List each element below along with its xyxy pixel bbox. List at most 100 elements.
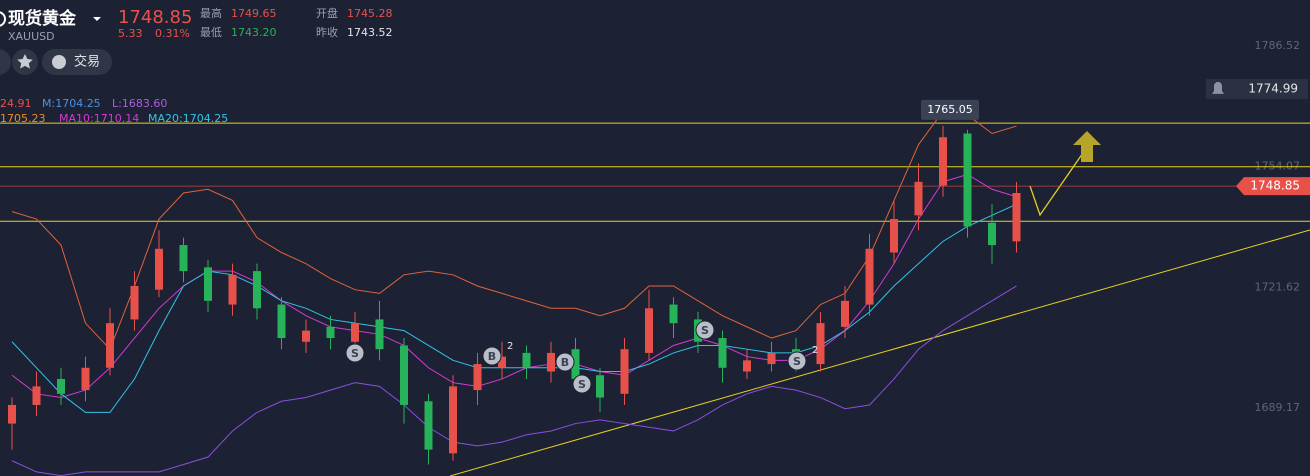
candle-body — [547, 352, 555, 372]
change: 5.33 — [118, 27, 143, 40]
header: 现货黄金 XAUUSD 1748.85 5.33 0.31% 交易 — [0, 7, 192, 75]
indicator-label: 24.91 — [0, 97, 32, 110]
stat-value: 1749.65 — [231, 7, 277, 20]
candle-body — [106, 323, 114, 368]
instrument-name[interactable]: 现货黄金 — [8, 8, 77, 29]
projection-line — [1029, 149, 1086, 217]
trade-marker[interactable] — [572, 374, 592, 394]
dropdown-icon[interactable] — [93, 17, 101, 21]
trade-marker-label: B — [488, 350, 496, 363]
candle-body — [302, 330, 310, 342]
candle-body — [424, 401, 433, 450]
candle-body — [253, 271, 261, 309]
candle-body — [1012, 193, 1021, 242]
candle-body — [277, 304, 286, 339]
candle-body — [669, 304, 678, 324]
stat-label: 昨收 — [316, 25, 338, 39]
high-annotation: 1765.05 — [927, 103, 973, 116]
trade-marker[interactable] — [345, 343, 365, 363]
trade-marker-label: B — [561, 356, 569, 369]
candle-body — [914, 181, 923, 216]
stat-value: 1745.28 — [347, 7, 393, 20]
trade-marker[interactable] — [695, 320, 715, 340]
candle-body — [449, 386, 457, 454]
indicator-line — [11, 203, 1017, 413]
indicator-line — [11, 285, 1017, 476]
candle-body — [375, 319, 384, 350]
candle-body — [155, 248, 163, 290]
candle-body — [841, 300, 849, 327]
indicator-label: 1705.23 — [0, 112, 46, 125]
candle-body — [865, 248, 874, 305]
trade-icon — [52, 55, 66, 69]
candle-body — [522, 352, 531, 368]
trade-marker-label: S — [793, 355, 801, 368]
candle-body — [767, 352, 776, 365]
stat-value: 1743.52 — [347, 26, 393, 39]
candle-body — [890, 219, 898, 253]
trade-label[interactable]: 交易 — [74, 54, 100, 70]
candle-body — [81, 367, 90, 391]
symbol-icon — [0, 11, 6, 27]
button[interactable] — [0, 49, 11, 75]
y-tick-label: 1689.17 — [1255, 401, 1301, 414]
alert-icon — [1212, 81, 1224, 94]
trade-marker[interactable] — [482, 346, 502, 366]
candle-body — [939, 137, 947, 186]
trade-marker-label: S — [351, 347, 359, 360]
last-price-label: 1748.85 — [1250, 179, 1300, 193]
last-price-tag — [1236, 177, 1310, 196]
candle-body — [351, 323, 359, 342]
candle-body — [57, 378, 65, 394]
stat-label: 开盘 — [316, 6, 338, 20]
trade-marker[interactable] — [787, 351, 807, 371]
candle-body — [32, 386, 41, 405]
last-price: 1748.85 — [118, 7, 192, 28]
candle-body — [718, 338, 727, 368]
indicator-label: MA10:1710.14 — [59, 112, 139, 125]
trade-marker-label: S — [578, 378, 586, 391]
plot: 1786.521754.071721.621689.171748.851774.… — [0, 39, 1310, 476]
alert-box — [1206, 78, 1308, 99]
candle-body — [179, 245, 188, 272]
stat-label: 最低 — [200, 26, 222, 39]
trade-marker[interactable] — [555, 352, 575, 372]
high-annotation-box — [921, 99, 979, 120]
indicator-label: MA20:1704.25 — [148, 112, 228, 125]
indicator-label: M:1704.25 — [42, 97, 101, 110]
candle-body — [204, 267, 212, 301]
indicator-line — [11, 110, 1017, 351]
candle-body — [228, 274, 237, 305]
trade-marker-count: 2 — [507, 341, 513, 352]
projection-arrow — [1073, 131, 1101, 162]
candle-body — [326, 326, 335, 339]
candle-body — [816, 323, 825, 365]
y-tick-label: 1786.52 — [1255, 39, 1301, 52]
trade-marker-count: 2 — [812, 345, 818, 356]
y-tick-label: 1721.62 — [1255, 280, 1301, 293]
change-pct: 0.31% — [155, 27, 190, 40]
candle-body — [473, 364, 482, 391]
candle-body — [743, 360, 751, 372]
candle-body — [130, 285, 139, 320]
star-icon — [17, 54, 33, 69]
indicator-label: L:1683.60 — [112, 97, 167, 110]
trend-line — [449, 229, 1310, 476]
candle-body — [498, 356, 506, 368]
indicator-line — [11, 173, 1017, 399]
candle-body — [620, 349, 629, 394]
candle-body — [596, 375, 604, 398]
candle-body — [645, 308, 653, 353]
stat-value: 1743.20 — [231, 26, 277, 39]
symbol: XAUUSD — [8, 30, 55, 43]
candle-body — [400, 345, 408, 405]
candle-body — [8, 404, 16, 424]
alert-price: 1774.99 — [1248, 81, 1298, 95]
trade-marker-label: S — [701, 324, 709, 337]
candle-body — [988, 222, 996, 246]
candle-body — [963, 133, 972, 227]
stat-label: 最高 — [200, 6, 222, 20]
candle-body — [571, 349, 580, 379]
